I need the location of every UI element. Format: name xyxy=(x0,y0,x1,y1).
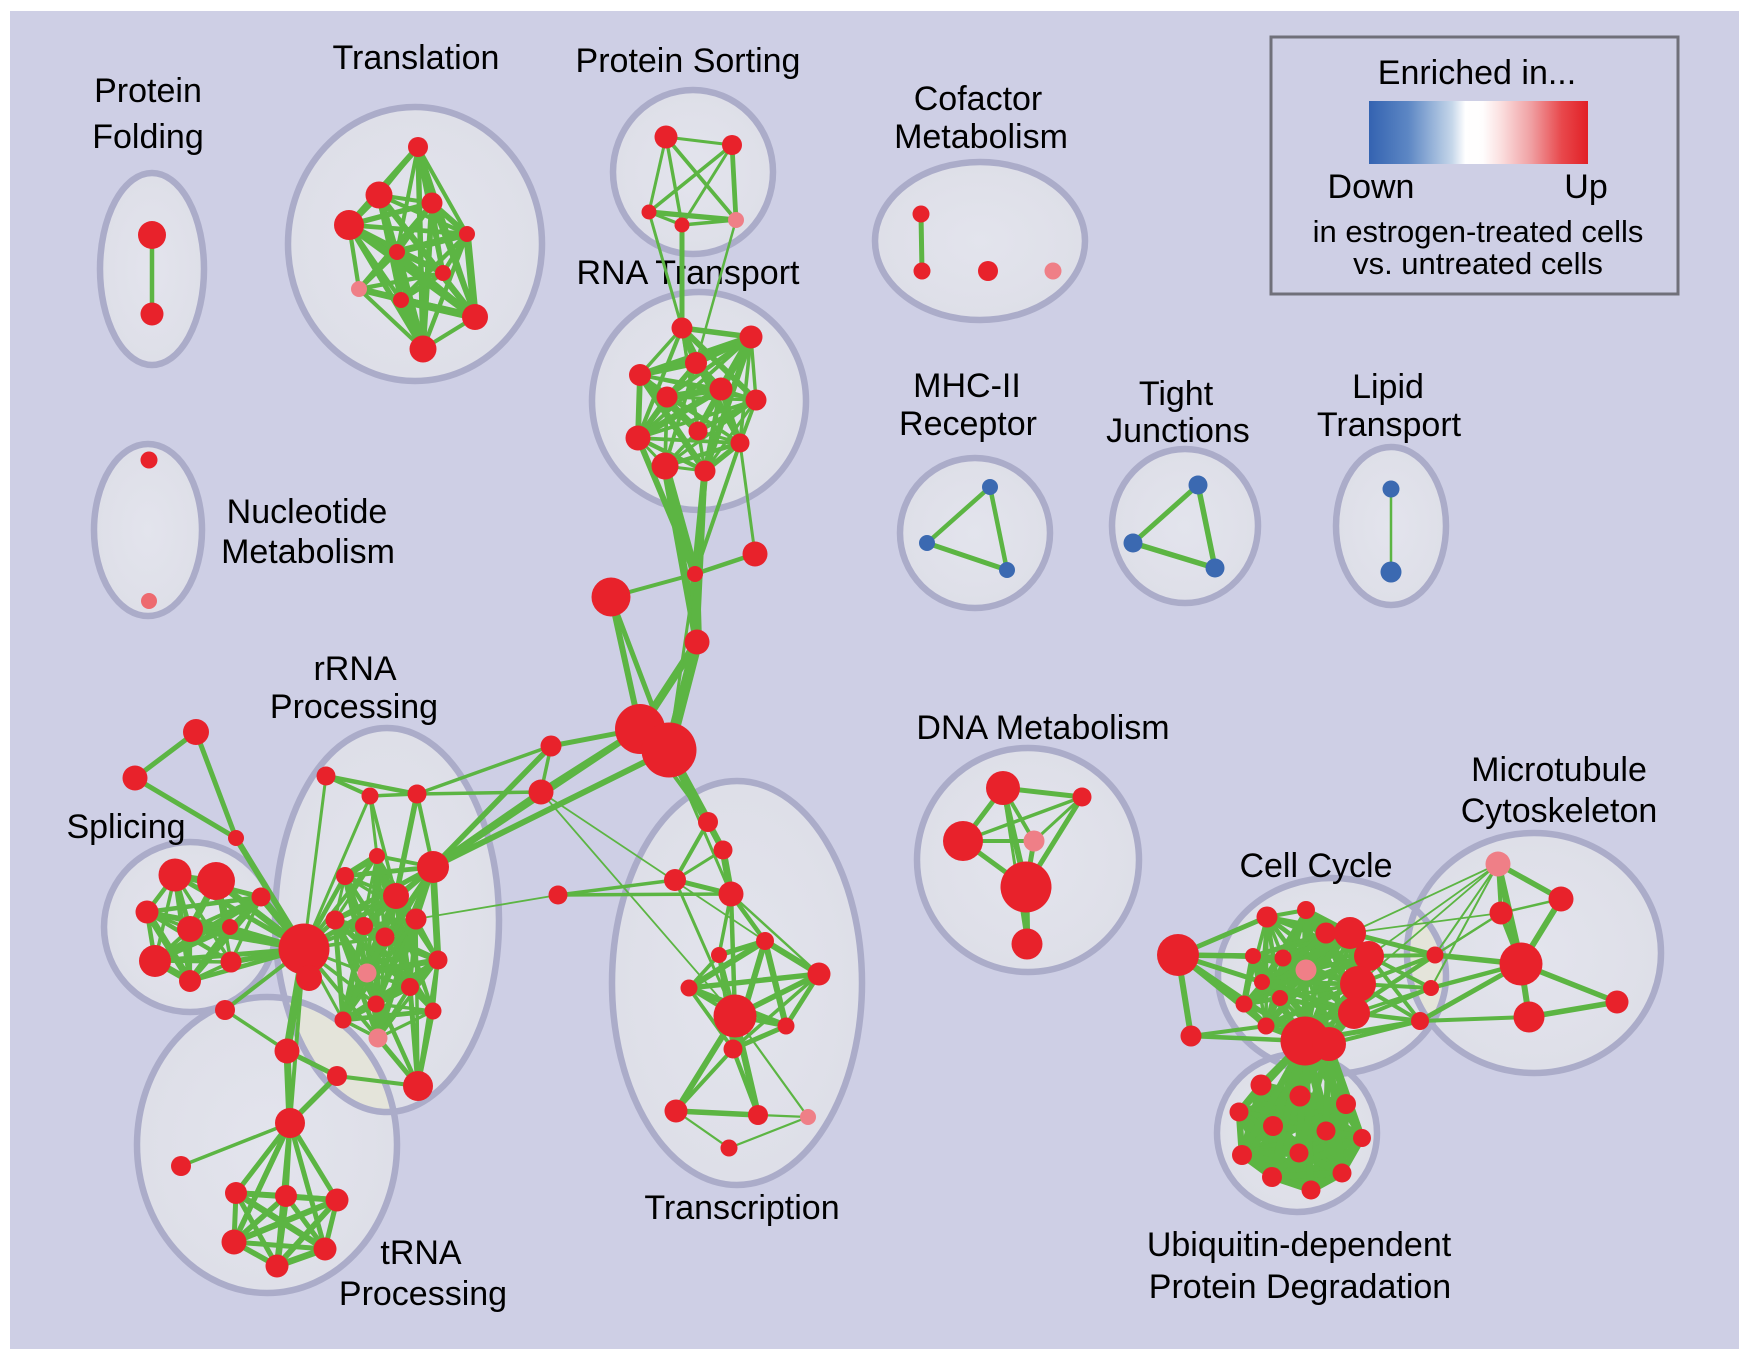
svg-text:Nucleotide: Nucleotide xyxy=(227,493,388,531)
svg-text:Metabolism: Metabolism xyxy=(221,533,395,571)
svg-text:Splicing: Splicing xyxy=(66,808,185,846)
svg-text:Lipid: Lipid xyxy=(1352,368,1424,406)
svg-text:Down: Down xyxy=(1328,168,1415,206)
svg-text:DNA Metabolism: DNA Metabolism xyxy=(916,709,1169,747)
svg-text:Metabolism: Metabolism xyxy=(894,118,1068,156)
svg-text:Receptor: Receptor xyxy=(899,405,1037,443)
svg-text:Cytoskeleton: Cytoskeleton xyxy=(1461,792,1658,830)
svg-text:Processing: Processing xyxy=(339,1275,507,1313)
svg-text:Up: Up xyxy=(1564,168,1607,206)
svg-text:Transcription: Transcription xyxy=(644,1189,839,1227)
svg-text:Junctions: Junctions xyxy=(1106,412,1250,450)
svg-text:Cofactor: Cofactor xyxy=(914,80,1043,118)
svg-text:Processing: Processing xyxy=(270,688,438,726)
svg-text:Folding: Folding xyxy=(92,118,204,156)
svg-text:Enriched in...: Enriched in... xyxy=(1378,54,1576,92)
svg-text:Transport: Transport xyxy=(1317,406,1462,444)
svg-text:Protein Sorting: Protein Sorting xyxy=(576,42,801,80)
svg-text:Tight: Tight xyxy=(1139,375,1214,413)
svg-text:rRNA: rRNA xyxy=(313,650,396,688)
svg-text:Protein: Protein xyxy=(94,72,202,110)
svg-text:RNA Transport: RNA Transport xyxy=(577,254,801,292)
svg-text:Cell Cycle: Cell Cycle xyxy=(1239,847,1392,885)
svg-text:Translation: Translation xyxy=(333,39,500,77)
svg-text:tRNA: tRNA xyxy=(380,1234,462,1272)
svg-text:Protein Degradation: Protein Degradation xyxy=(1149,1268,1451,1306)
svg-text:vs. untreated cells: vs. untreated cells xyxy=(1353,246,1603,281)
svg-text:Microtubule: Microtubule xyxy=(1471,751,1647,789)
svg-text:MHC-II: MHC-II xyxy=(913,367,1021,405)
svg-text:Ubiquitin-dependent: Ubiquitin-dependent xyxy=(1147,1226,1452,1264)
svg-text:in estrogen-treated cells: in estrogen-treated cells xyxy=(1313,214,1644,249)
